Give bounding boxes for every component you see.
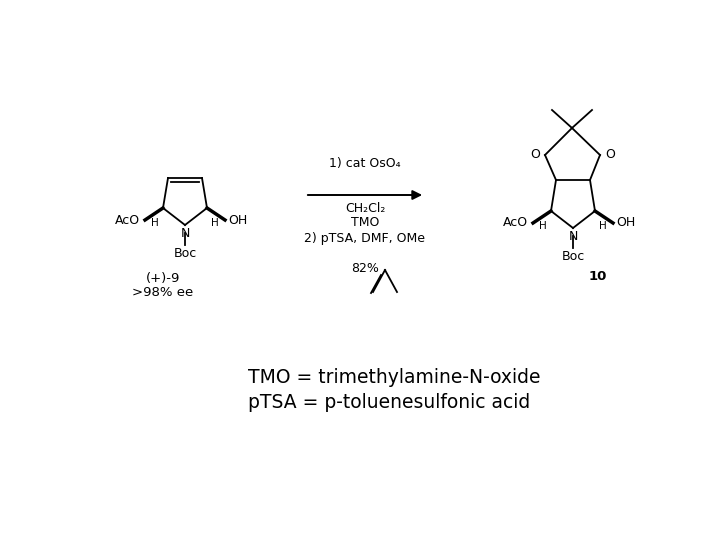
Text: O: O	[605, 148, 615, 161]
Text: H: H	[539, 221, 547, 231]
Text: 2) pTSA, DMF, OMe: 2) pTSA, DMF, OMe	[305, 232, 426, 245]
Text: H: H	[211, 218, 219, 228]
Text: CH₂Cl₂: CH₂Cl₂	[345, 202, 385, 215]
Text: OH: OH	[228, 213, 247, 226]
Text: TMO = trimethylamine-N-oxide: TMO = trimethylamine-N-oxide	[248, 368, 541, 387]
Text: N: N	[568, 230, 577, 243]
Text: Boc: Boc	[562, 250, 585, 263]
Text: N: N	[180, 227, 189, 240]
Text: OH: OH	[616, 217, 635, 230]
Text: Boc: Boc	[174, 247, 197, 260]
Text: (+)-9: (+)-9	[146, 272, 180, 285]
Text: pTSA = p-toluenesulfonic acid: pTSA = p-toluenesulfonic acid	[248, 393, 530, 412]
Text: O: O	[530, 148, 540, 161]
Text: 82%: 82%	[351, 262, 379, 275]
Text: >98% ee: >98% ee	[132, 286, 194, 299]
Text: H: H	[599, 221, 607, 231]
Text: 10: 10	[589, 270, 607, 283]
Text: TMO: TMO	[351, 216, 379, 229]
Text: H: H	[151, 218, 159, 228]
Text: AcO: AcO	[115, 213, 140, 226]
Text: AcO: AcO	[503, 217, 528, 230]
Text: 1) cat OsO₄: 1) cat OsO₄	[329, 157, 401, 170]
